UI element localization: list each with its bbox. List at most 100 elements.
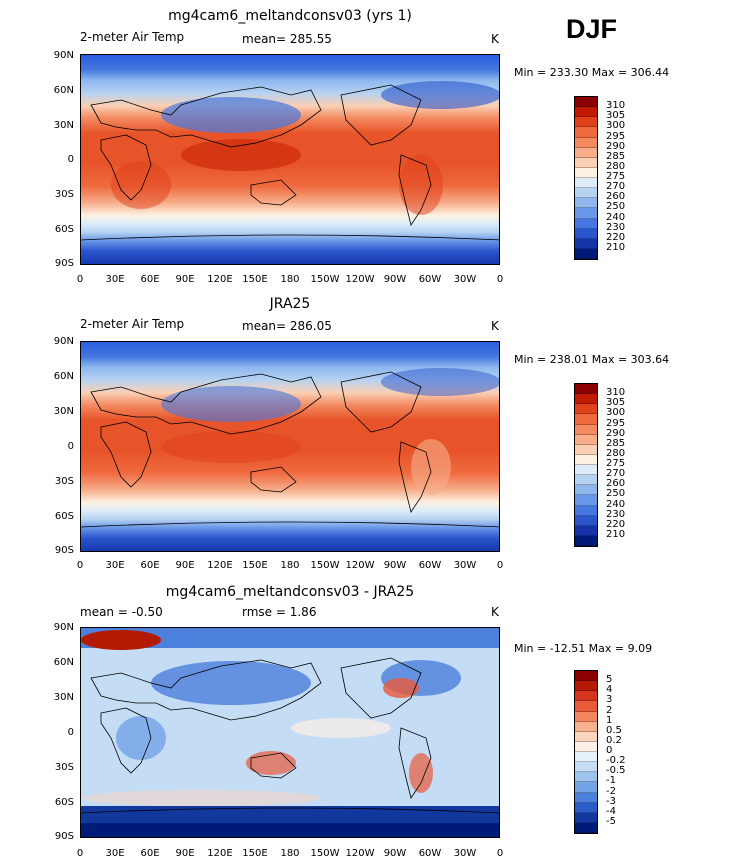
x-tick-label: 30E — [105, 274, 125, 285]
y-tick-label: 60N — [53, 657, 74, 668]
y-tick-label: 90S — [54, 258, 74, 269]
x-tick-label: 60W — [418, 848, 442, 859]
colorbar-swatch — [575, 495, 597, 506]
x-tick-label: 60W — [418, 274, 442, 285]
season-label: DJF — [566, 14, 618, 44]
x-tick-label: 90W — [383, 274, 407, 285]
colorbar-label: 310 — [606, 387, 626, 399]
colorbar-label: 260 — [606, 478, 626, 490]
minmax-label: Min = -12.51 Max = 9.09 — [514, 642, 653, 655]
colorbar-label: 210 — [606, 241, 626, 253]
x-tick-label: 90E — [175, 848, 195, 859]
colorbar-label: 295 — [606, 130, 626, 142]
x-tick-label: 0 — [496, 848, 504, 859]
colorbar-label: 220 — [606, 518, 626, 530]
y-tick-label: 30S — [54, 762, 74, 773]
colorbar-swatch — [575, 752, 597, 763]
colorbar-label: 210 — [606, 528, 626, 540]
y-tick-label: 90N — [53, 622, 74, 633]
colorbar-label: 230 — [606, 508, 626, 520]
y-tick-label: 0 — [67, 727, 74, 738]
colorbar-swatch — [575, 97, 597, 108]
colorbar-swatch — [575, 404, 597, 415]
colorbar-label: 1 — [606, 714, 613, 726]
colorbar — [574, 96, 598, 260]
y-tick-label: 90N — [53, 336, 74, 347]
y-tick-label: 30S — [54, 189, 74, 200]
colorbar-label: 230 — [606, 221, 626, 233]
rmse-label: rmse = 1.86 — [242, 605, 317, 619]
map-plot — [80, 341, 500, 552]
colorbar-label: 2 — [606, 704, 613, 716]
colorbar — [574, 670, 598, 834]
x-tick-label: 30W — [453, 560, 477, 571]
colorbar-swatch — [575, 107, 597, 118]
x-tick-label: 60E — [140, 560, 160, 571]
mean-label: mean = -0.50 — [80, 605, 163, 619]
mean-label: mean= 286.05 — [242, 319, 332, 333]
y-tick-label: 60N — [53, 85, 74, 96]
colorbar-swatch — [575, 137, 597, 148]
x-tick-label: 120E — [207, 274, 233, 285]
colorbar-swatch — [575, 454, 597, 465]
map-plot — [80, 54, 500, 265]
y-tick-label: 90S — [54, 831, 74, 842]
temperature-map — [81, 55, 499, 264]
y-tick-label: 60N — [53, 371, 74, 382]
colorbar-label: 285 — [606, 437, 626, 449]
colorbar-swatch — [575, 167, 597, 178]
x-tick-label: 150W — [310, 560, 340, 571]
colorbar-label: 280 — [606, 160, 626, 172]
x-tick-label: 30E — [105, 560, 125, 571]
colorbar-label: 4 — [606, 684, 613, 696]
x-tick-label: 30W — [453, 274, 477, 285]
map-plot — [80, 627, 500, 838]
x-tick-label: 0 — [76, 560, 84, 571]
colorbar-swatch — [575, 394, 597, 405]
colorbar-swatch — [575, 525, 597, 536]
units-label: K — [491, 319, 499, 333]
y-tick-label: 60S — [54, 224, 74, 235]
x-tick-label: 30E — [105, 848, 125, 859]
y-tick-label: 90S — [54, 545, 74, 556]
colorbar-swatch — [575, 782, 597, 793]
panel-title: JRA25 — [269, 296, 311, 312]
colorbar-label: -4 — [606, 805, 616, 817]
x-tick-label: 0 — [496, 560, 504, 571]
colorbar-label: 240 — [606, 498, 626, 510]
units-label: K — [491, 605, 499, 619]
field-label: 2-meter Air Temp — [80, 30, 185, 44]
colorbar-swatch — [575, 475, 597, 486]
colorbar-label: 310 — [606, 100, 626, 112]
colorbar-label: 305 — [606, 110, 626, 122]
colorbar-label: 250 — [606, 201, 626, 213]
colorbar-swatch — [575, 248, 597, 259]
x-tick-label: 90W — [383, 848, 407, 859]
colorbar-swatch — [575, 505, 597, 516]
colorbar-label: 0.5 — [606, 724, 622, 736]
colorbar-swatch — [575, 802, 597, 813]
colorbar-swatch — [575, 434, 597, 445]
x-tick-label: 150E — [242, 848, 268, 859]
colorbar-swatch — [575, 741, 597, 752]
colorbar-label: -5 — [606, 815, 616, 827]
x-tick-label: 120W — [345, 274, 375, 285]
colorbar-swatch — [575, 178, 597, 189]
colorbar-label: 300 — [606, 407, 626, 419]
colorbar-swatch — [575, 157, 597, 168]
colorbar-label: -0.5 — [606, 765, 626, 777]
colorbar-swatch — [575, 762, 597, 773]
colorbar-swatch — [575, 238, 597, 249]
colorbar-label: 250 — [606, 488, 626, 500]
y-tick-label: 30S — [54, 476, 74, 487]
colorbar-swatch — [575, 465, 597, 476]
y-tick-label: 60S — [54, 511, 74, 522]
colorbar-label: -1 — [606, 775, 616, 787]
colorbar-swatch — [575, 731, 597, 742]
colorbar-label: 275 — [606, 171, 626, 182]
colorbar-label: 220 — [606, 231, 626, 243]
x-tick-label: 90E — [175, 274, 195, 285]
panel-title: mg4cam6_meltandconsv03 - JRA25 — [165, 584, 415, 600]
x-tick-label: 150W — [310, 274, 340, 285]
minmax-label: Min = 238.01 Max = 303.64 — [514, 353, 670, 366]
